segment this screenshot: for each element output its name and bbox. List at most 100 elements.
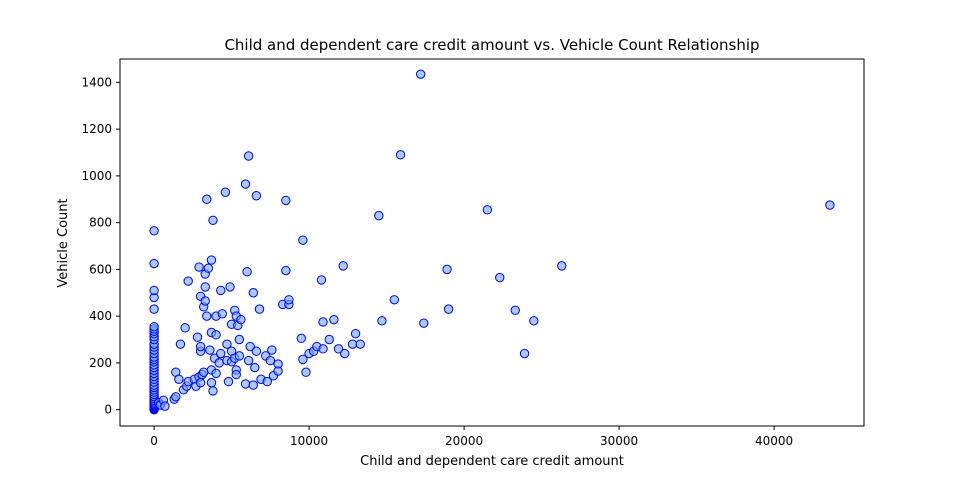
scatter-point	[482, 205, 493, 215]
y-tick-label: 1000	[81, 169, 112, 183]
scatter-point	[298, 354, 308, 365]
scatter-point	[220, 187, 231, 197]
scatter-point	[519, 348, 530, 359]
scatter-point	[175, 339, 186, 349]
scatter-point	[202, 311, 212, 321]
scatter-point	[202, 194, 212, 204]
scatter-point	[234, 351, 245, 361]
scatter-point	[223, 376, 234, 387]
scatter-point	[240, 179, 251, 189]
scatter-point	[222, 339, 232, 349]
scatter-point	[234, 334, 245, 345]
scatter-point	[265, 355, 276, 366]
scatter-point	[160, 401, 170, 411]
scatter-point	[192, 332, 203, 342]
scatter-point	[171, 392, 181, 402]
scatter-point	[243, 151, 254, 161]
scatter-point	[251, 191, 262, 201]
scatter-point	[825, 200, 835, 210]
scatter-point	[495, 272, 505, 283]
chart-title: Child and dependent care credit amount v…	[224, 36, 759, 54]
scatter-point	[301, 367, 311, 377]
scatter-point	[149, 285, 159, 296]
scatter-point	[199, 367, 209, 377]
scatter-point	[350, 328, 361, 339]
scatter-point	[557, 261, 567, 271]
scatter-point	[216, 348, 226, 359]
scatter-point	[180, 323, 190, 333]
scatter-point	[206, 378, 217, 388]
scatter-point	[242, 267, 252, 277]
scatter-point	[254, 304, 265, 314]
plot-area	[119, 58, 865, 427]
scatter-point	[529, 316, 539, 326]
scatter-point	[389, 295, 400, 305]
scatter-point	[262, 376, 272, 387]
y-tick-label: 1200	[81, 122, 112, 136]
scatter-point	[324, 334, 334, 345]
x-axis-label: Child and dependent care credit amount	[360, 454, 624, 469]
scatter-point	[316, 275, 327, 285]
scatter-point	[214, 358, 224, 368]
scatter-point	[205, 345, 215, 355]
scatter-point	[149, 258, 159, 269]
scatter-point	[267, 345, 277, 355]
scatter-point	[208, 386, 218, 396]
scatter-point	[208, 215, 218, 225]
scatter-point	[248, 380, 259, 390]
plot-frame	[119, 58, 865, 427]
scatter-point	[250, 362, 260, 373]
scatter-point	[245, 341, 255, 352]
y-tick-label: 800	[89, 216, 112, 230]
x-tick-label: 20000	[445, 434, 483, 448]
scatter-point	[248, 288, 259, 298]
scatter-point	[377, 316, 387, 326]
scatter-point	[195, 378, 206, 388]
y-tick-label: 400	[89, 309, 112, 323]
scatter-point	[416, 69, 426, 79]
scatter-point	[318, 317, 328, 327]
scatter-point	[281, 195, 291, 206]
scatter-point	[443, 304, 454, 314]
scatter-point	[442, 264, 452, 275]
scatter-point	[195, 341, 206, 352]
scatter-point	[296, 333, 307, 344]
scatter-point	[374, 210, 384, 221]
y-axis: 0 200 400 600 800 1000 1200 1400	[81, 75, 120, 417]
scatter-point	[149, 226, 159, 236]
x-axis: 0 10000 20000 30000 40000	[150, 426, 793, 448]
scatter-point	[318, 344, 328, 354]
scatter-point	[395, 150, 406, 160]
scatter-point	[329, 314, 339, 325]
scatter-point	[273, 366, 283, 376]
scatter-point	[281, 265, 291, 276]
scatter-point	[183, 276, 193, 286]
scatter-point	[333, 344, 344, 354]
scatter-point	[216, 285, 226, 296]
scatter-point	[236, 314, 246, 325]
scatter-point	[194, 262, 204, 272]
scatter-point	[203, 263, 214, 273]
scatter-point	[149, 304, 159, 314]
scatter-point	[200, 282, 210, 292]
scatter-point	[240, 379, 251, 389]
scatter-point	[298, 235, 308, 245]
x-tick-label: 0	[150, 434, 158, 448]
scatter-point	[225, 282, 235, 292]
data-points	[149, 69, 835, 415]
scatter-point	[340, 348, 350, 359]
y-tick-label: 1400	[81, 75, 112, 89]
y-tick-label: 0	[104, 403, 112, 417]
scatter-point	[231, 369, 241, 380]
scatter-point	[251, 346, 262, 356]
x-tick-label: 30000	[600, 434, 638, 448]
y-tick-label: 200	[89, 356, 112, 370]
scatter-point	[419, 318, 429, 328]
scatter-point	[206, 255, 217, 265]
scatter-point	[510, 305, 520, 315]
y-axis-label: Vehicle Count	[56, 198, 71, 287]
scatter-point	[149, 321, 159, 332]
scatter-point	[347, 339, 358, 349]
scatter-point	[338, 261, 348, 271]
